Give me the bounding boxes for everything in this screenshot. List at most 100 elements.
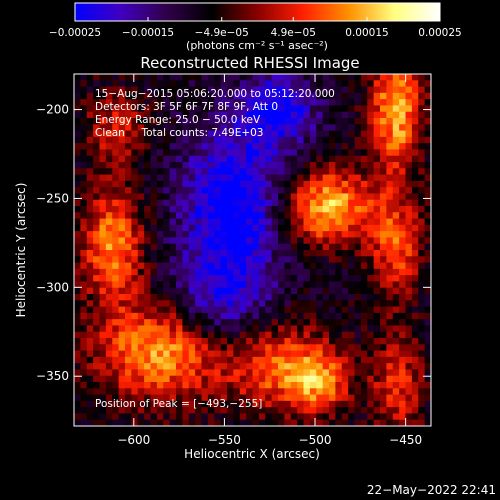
heatmap-cell (93, 413, 101, 421)
heatmap-cell (309, 382, 317, 389)
heatmap-cell (201, 237, 209, 245)
heatmap-cell (297, 243, 305, 251)
heatmap-cell (252, 187, 260, 195)
heatmap-cell (214, 243, 222, 251)
heatmap-cell (246, 281, 254, 289)
heatmap-cell (271, 162, 279, 169)
heatmap-cell (284, 243, 292, 251)
heatmap-cell (169, 344, 177, 352)
heatmap-cell (105, 243, 113, 251)
heatmap-cell (329, 319, 336, 327)
heatmap-cell (118, 250, 126, 257)
x-tick-label: −600 (117, 433, 150, 447)
heatmap-cell (373, 287, 381, 295)
heatmap-cell (86, 419, 94, 426)
heatmap-cell (188, 105, 196, 113)
heatmap-cell (182, 256, 190, 264)
heatmap-cell (297, 124, 305, 132)
heatmap-cell (201, 118, 209, 125)
heatmap-cell (424, 268, 431, 276)
heatmap-cell (144, 268, 152, 276)
heatmap-cell (360, 338, 368, 345)
heatmap-cell (246, 206, 254, 213)
heatmap-cell (418, 287, 426, 295)
heatmap-cell (182, 394, 190, 402)
heatmap-cell (405, 413, 413, 421)
heatmap-cell (265, 187, 273, 195)
heatmap-cell (284, 294, 292, 301)
heatmap-cell (99, 206, 107, 213)
heatmap-cell (207, 287, 215, 295)
heatmap-cell (182, 224, 190, 232)
heatmap-cell (214, 105, 222, 113)
heatmap-cell (80, 105, 88, 113)
heatmap-cell (125, 206, 132, 213)
heatmap-cell (386, 419, 394, 426)
heatmap-cell (86, 400, 94, 408)
heatmap-cell (150, 231, 158, 239)
heatmap-cell (360, 388, 368, 396)
heatmap-cell (354, 262, 362, 270)
heatmap-cell (195, 149, 203, 157)
heatmap-cell (322, 199, 330, 207)
heatmap-cell (290, 306, 298, 314)
heatmap-cell (354, 212, 362, 220)
heatmap-cell (86, 356, 94, 364)
heatmap-cell (163, 180, 171, 188)
heatmap-cell (265, 394, 273, 402)
heatmap-cell (309, 294, 317, 301)
heatmap-cell (220, 407, 228, 415)
heatmap-cell (227, 193, 234, 201)
heatmap-cell (195, 99, 203, 107)
heatmap-cell (176, 419, 183, 426)
heatmap-cell (290, 281, 298, 289)
heatmap-cell (93, 243, 101, 251)
heatmap-cell (418, 111, 426, 119)
heatmap-cell (182, 118, 190, 125)
heatmap-cell (418, 294, 426, 301)
heatmap-cell (373, 306, 381, 314)
heatmap-cell (144, 174, 152, 182)
heatmap-cell (227, 218, 234, 226)
heatmap-cell (80, 193, 88, 201)
heatmap-cell (125, 250, 132, 257)
heatmap-cell (303, 136, 311, 144)
heatmap-cell (424, 224, 431, 232)
heatmap-cell (195, 224, 203, 232)
heatmap-cell (424, 193, 431, 201)
heatmap-cell (80, 212, 88, 220)
heatmap-cell (309, 325, 317, 333)
heatmap-cell (105, 306, 113, 314)
heatmap-cell (144, 338, 152, 345)
heatmap-cell (99, 212, 107, 220)
heatmap-cell (214, 218, 222, 226)
heatmap-cell (150, 243, 158, 251)
heatmap-cell (290, 174, 298, 182)
heatmap-cell (156, 312, 164, 320)
heatmap-cell (220, 224, 228, 232)
heatmap-cell (118, 275, 126, 283)
heatmap-cell (86, 338, 94, 345)
heatmap-cell (341, 363, 349, 371)
heatmap-cell (424, 319, 431, 327)
heatmap-cell (74, 262, 81, 270)
heatmap-cell (182, 174, 190, 182)
heatmap-cell (284, 105, 292, 113)
heatmap-cell (220, 394, 228, 402)
heatmap-cell (144, 312, 152, 320)
heatmap-cell (239, 193, 247, 201)
heatmap-cell (322, 394, 330, 402)
heatmap-cell (380, 382, 387, 389)
heatmap-cell (214, 187, 222, 195)
heatmap-cell (169, 419, 177, 426)
heatmap-cell (86, 224, 94, 232)
heatmap-cell (131, 155, 139, 163)
heatmap-cell (329, 388, 336, 396)
heatmap-cell (354, 155, 362, 163)
heatmap-cell (150, 250, 158, 257)
heatmap-cell (201, 369, 209, 377)
heatmap-cell (176, 363, 183, 371)
heatmap-cell (386, 268, 394, 276)
heatmap-cell (297, 136, 305, 144)
heatmap-cell (297, 275, 305, 283)
